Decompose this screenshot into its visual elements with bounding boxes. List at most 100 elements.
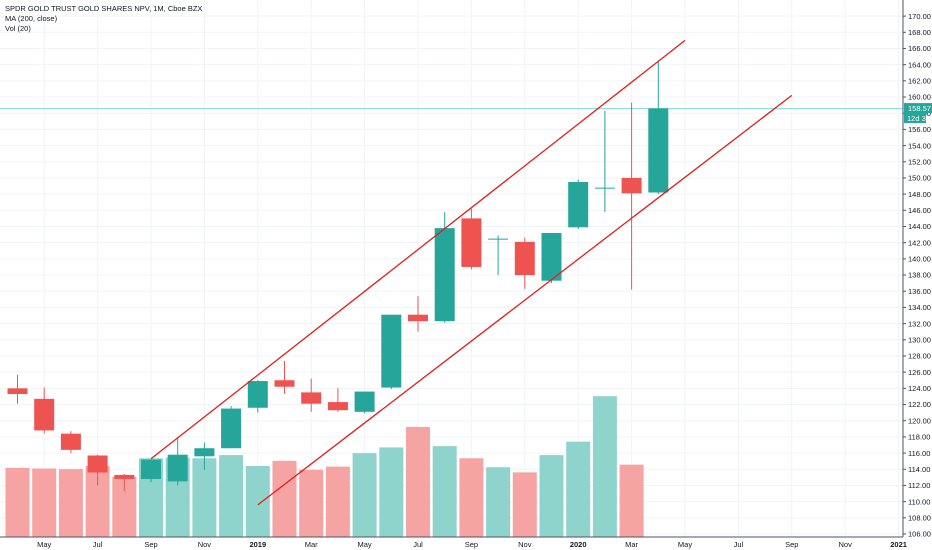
candle-body [541, 232, 562, 281]
volume-bar [245, 465, 270, 537]
candle-body [34, 398, 55, 431]
candle-body [381, 314, 402, 388]
volume-bar [58, 469, 83, 537]
time-axis-labels[interactable]: May Jul Sep Nov 2019 Mar May Jul Sep Nov 2020 Mar Ma… [37, 540, 907, 549]
price-tick-label: 156.00 [908, 125, 931, 134]
volume-bar [192, 458, 217, 537]
price-tick-label: 120.00 [908, 416, 931, 425]
last-price-tag: 158.57 12d 3h [904, 103, 932, 124]
candle-body [408, 314, 428, 322]
candle-body [648, 108, 669, 193]
ma-indicator-label[interactable]: MA (200, close) [5, 14, 58, 23]
price-tick-label: 136.00 [908, 287, 931, 296]
volume-bar [459, 458, 484, 537]
candle-body [114, 474, 135, 479]
volume-indicator-label[interactable]: Vol (20) [5, 24, 31, 33]
countdown-box [904, 113, 926, 124]
price-tick-label: 138.00 [908, 271, 931, 280]
time-tick-label: 2020 [570, 540, 587, 549]
volume-bar [379, 447, 404, 537]
volume-bar [272, 460, 297, 537]
chart-legend[interactable]: SPDR GOLD TRUST GOLD SHARES NPV, 1M, Cbo… [5, 4, 202, 34]
volume-bar [299, 469, 324, 537]
candle-body [461, 218, 482, 267]
price-tick-label: 152.00 [908, 157, 931, 166]
price-tick-label: 126.00 [908, 368, 931, 377]
time-tick-label: May [358, 540, 372, 549]
volume-bar [512, 472, 537, 537]
price-tick-label: 114.00 [908, 465, 930, 474]
price-tick-label: 168.00 [908, 28, 931, 37]
candle-body [274, 380, 295, 387]
price-tick-label: 142.00 [908, 238, 931, 247]
time-tick-label: Jul [413, 540, 423, 549]
candle-body [301, 392, 322, 404]
candle-body [221, 408, 242, 449]
candle-body [247, 381, 268, 408]
price-tick-label: 122.00 [908, 400, 931, 409]
price-tick-label: 170.00 [908, 12, 931, 21]
price-tick-label: 108.00 [908, 514, 931, 523]
price-tick-label: 130.00 [908, 335, 931, 344]
last-price-box [904, 103, 932, 114]
volume-bar [432, 446, 457, 537]
time-tick-label: May [678, 540, 692, 549]
volume-bar [566, 441, 591, 537]
volume-bar [352, 453, 377, 537]
time-tick-label: May [37, 540, 51, 549]
candle-body [7, 388, 28, 395]
time-tick-label: Mar [305, 540, 318, 549]
time-tick-label: Nov [198, 540, 212, 549]
candle-body [434, 228, 455, 322]
candle-body [141, 459, 161, 479]
volume-bar [219, 455, 244, 537]
price-tick-label: 128.00 [908, 352, 931, 361]
channel-lower-line [257, 94, 793, 506]
candle-body [621, 177, 642, 194]
candle-body [568, 181, 589, 228]
candle-body [194, 448, 215, 457]
price-tick-label: 134.00 [908, 303, 931, 312]
price-tick-label: 166.00 [908, 44, 931, 53]
time-tick-label: Sep [144, 540, 157, 549]
price-tick-label: 150.00 [908, 174, 931, 183]
time-tick-label: 2021 [890, 540, 907, 549]
volume-bar [592, 396, 617, 537]
candle-body [87, 455, 108, 473]
volume-bar [5, 467, 30, 537]
time-tick-label: Sep [785, 540, 798, 549]
candle-body [167, 454, 188, 482]
volume-bar [486, 467, 511, 537]
volume-bar [325, 466, 350, 537]
time-tick-label: Jul [93, 540, 103, 549]
grid [0, 0, 903, 537]
candle-body [327, 402, 348, 411]
symbol-title[interactable]: SPDR GOLD TRUST GOLD SHARES NPV, 1M, Cbo… [5, 4, 203, 13]
time-tick-label: Sep [465, 540, 478, 549]
time-tick-label: Nov [518, 540, 532, 549]
bar-countdown: 12d 3h [907, 114, 930, 123]
price-tick-label: 118.00 [908, 433, 930, 442]
volume-bar [32, 468, 57, 537]
price-tick-label: 162.00 [908, 77, 931, 86]
channel-upper-line [150, 39, 686, 460]
price-tick-label: 146.00 [908, 206, 931, 215]
price-tick-label: 112.00 [908, 481, 930, 490]
price-tick-label: 160.00 [908, 93, 931, 102]
candle-body [594, 187, 615, 189]
price-tick-label: 132.00 [908, 319, 931, 328]
last-price-value: 158.57 [908, 104, 931, 113]
time-tick-label: Nov [839, 540, 853, 549]
price-tick-label: 110.00 [908, 497, 930, 506]
price-tick-label: 140.00 [908, 255, 931, 264]
price-axis[interactable] [903, 0, 932, 550]
candle-body [488, 238, 509, 240]
volume-bar [406, 426, 430, 537]
price-tick-label: 116.00 [908, 449, 930, 458]
price-tick-label: 154.00 [908, 141, 931, 150]
candle-body [354, 391, 375, 412]
volume-bar [539, 455, 564, 537]
trend-channel[interactable] [150, 39, 793, 506]
time-tick-label: Jul [734, 540, 744, 549]
